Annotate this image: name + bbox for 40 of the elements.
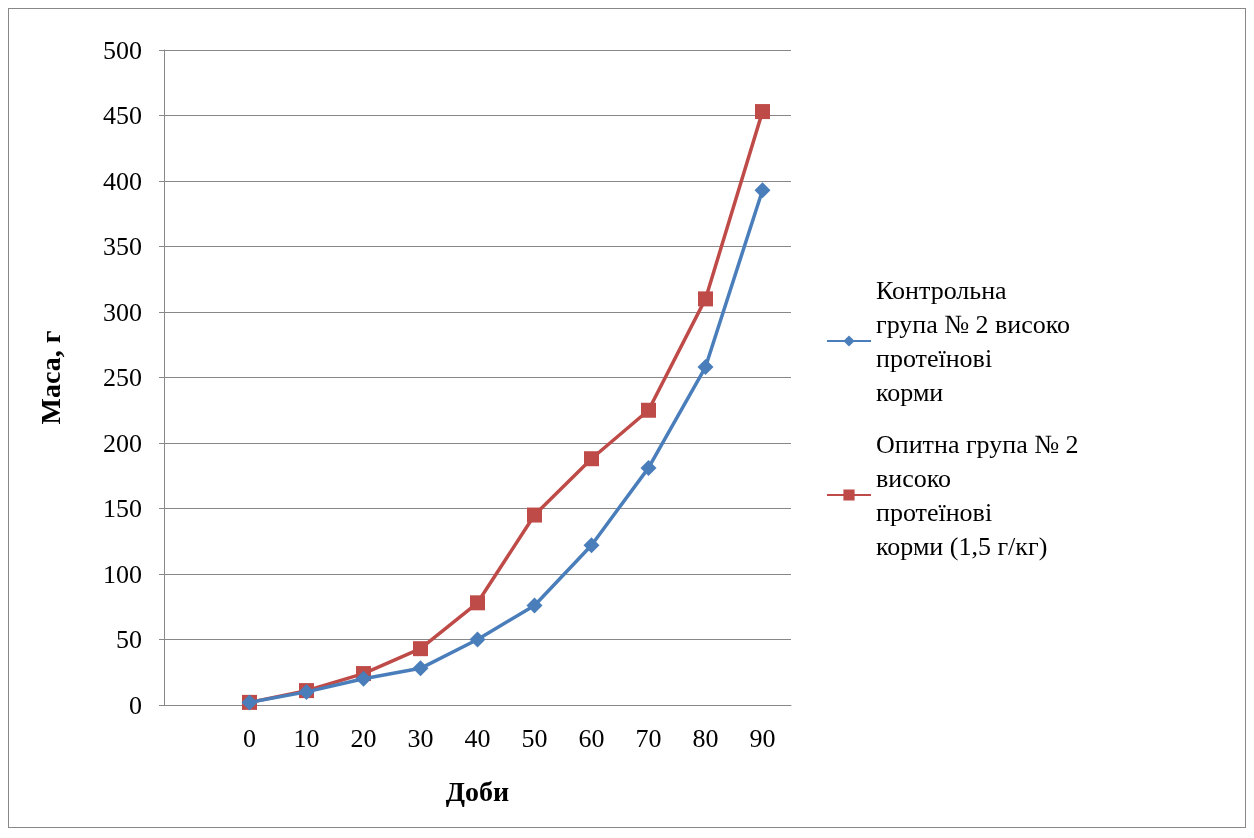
y-tick-label: 250	[103, 363, 142, 392]
point	[527, 507, 542, 523]
x-tick-label: 20	[350, 723, 377, 753]
point	[755, 104, 770, 120]
y-tick-label: 0	[129, 690, 142, 720]
point	[697, 359, 714, 376]
point	[584, 451, 599, 467]
y-tick-label: 50	[116, 625, 142, 654]
x-tick-label: 40	[464, 723, 491, 753]
x-tick-label: 0	[243, 723, 256, 753]
x-tick-label: 90	[749, 723, 776, 753]
y-tick-label: 200	[103, 428, 142, 458]
point	[526, 597, 543, 614]
point	[698, 291, 713, 307]
legend-label: Контрольна група № 2 високо протеїнові корми	[876, 275, 1077, 407]
y-tick-label: 400	[103, 166, 142, 196]
point	[640, 459, 657, 476]
x-tick-label: 80	[692, 723, 719, 753]
x-tick-label: 70	[635, 723, 662, 753]
point	[583, 537, 600, 554]
y-tick-label: 450	[103, 101, 142, 130]
point	[469, 631, 486, 648]
y-tick-label: 350	[103, 232, 142, 261]
y-tick-label: 500	[103, 35, 142, 65]
point	[470, 595, 485, 611]
x-tick-label: 10	[293, 723, 320, 753]
point	[412, 660, 429, 677]
legend-label: Опитна група № 2 високо протеїнові корми (1,5 г/кг)	[876, 429, 1086, 561]
point	[413, 641, 428, 657]
y-axis-title: Маса, г	[34, 330, 66, 425]
x-tick-label: 50	[521, 723, 548, 753]
y-tick-label: 150	[103, 494, 142, 523]
x-tick-label: 60	[578, 723, 605, 753]
point	[641, 402, 656, 418]
point	[355, 670, 372, 687]
x-axis-title: Доби	[445, 775, 510, 807]
x-tick-label: 30	[407, 723, 434, 753]
y-tick-label: 100	[103, 559, 142, 589]
y-tick-label: 300	[103, 297, 142, 327]
point	[754, 182, 771, 199]
